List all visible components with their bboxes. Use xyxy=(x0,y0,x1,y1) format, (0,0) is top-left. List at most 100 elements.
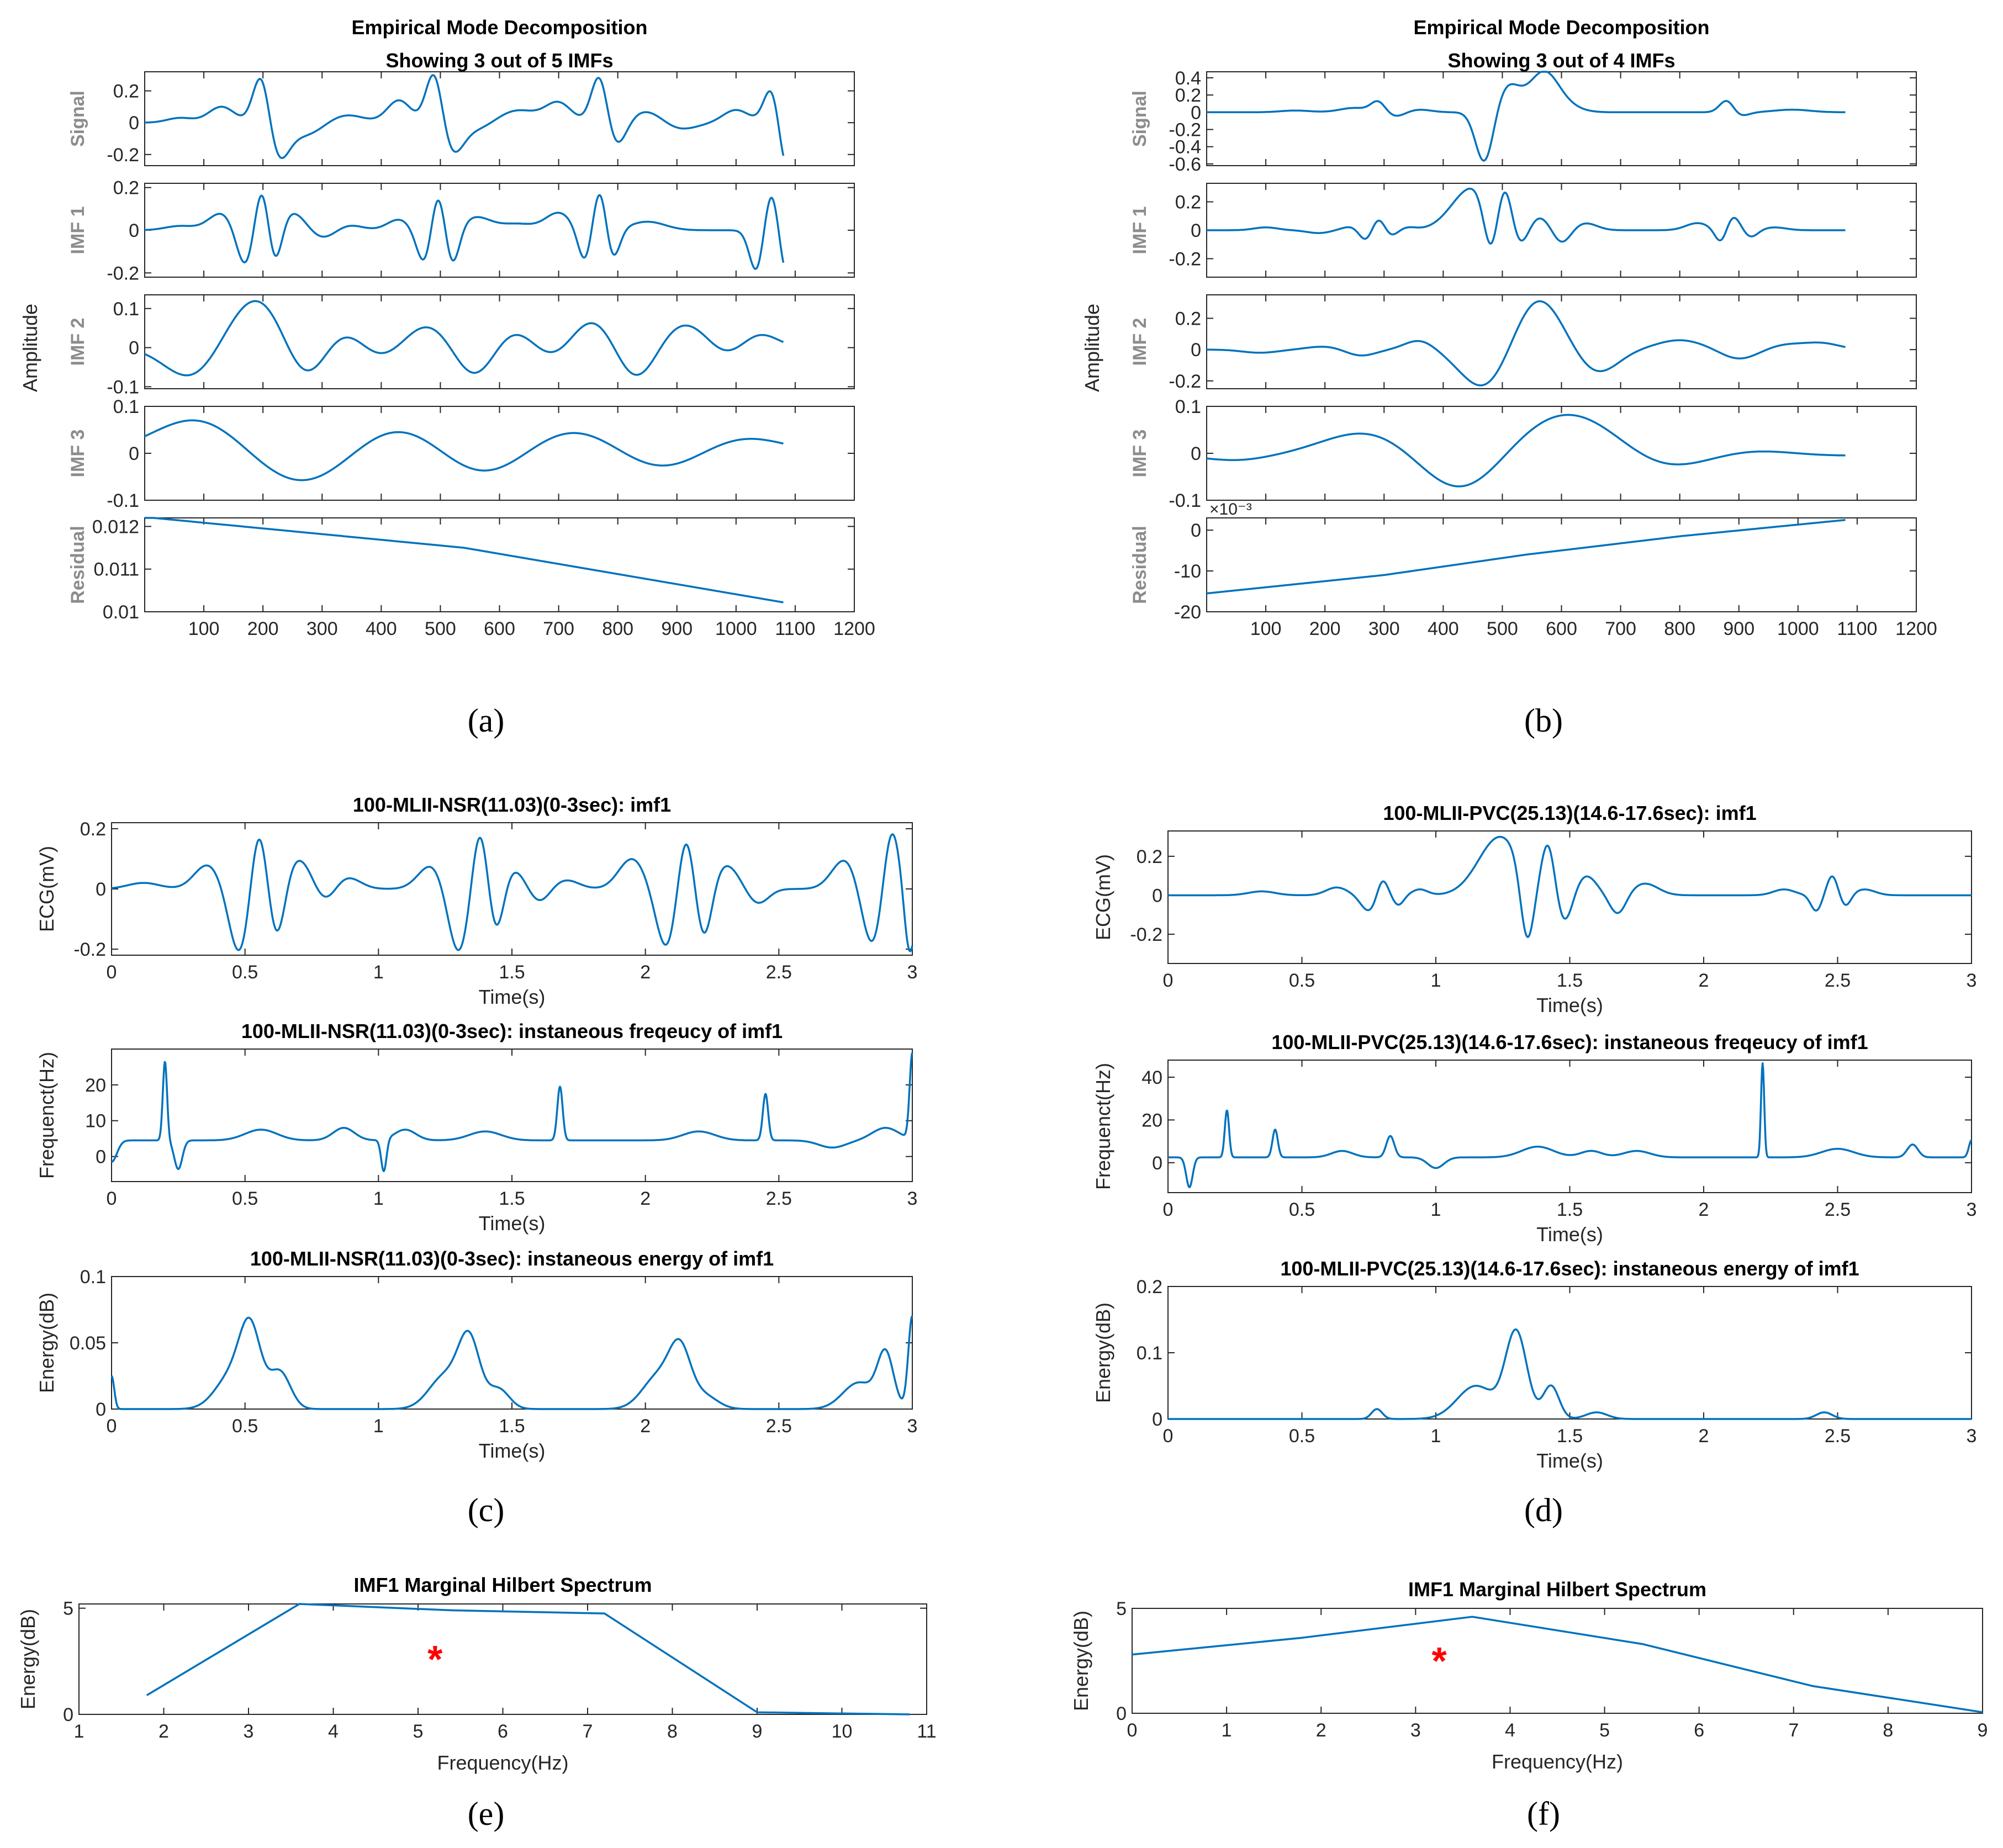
x-tick-label: 300 xyxy=(306,618,338,639)
subplot-title: 100-MLII-NSR(11.03)(0-3sec): imf1 xyxy=(353,793,671,816)
panel-label: Signal xyxy=(1129,91,1150,147)
y-axis-label: Energy(dB) xyxy=(17,1609,39,1709)
series-line xyxy=(1206,187,1846,245)
x-axis-label: Time(s) xyxy=(479,1439,546,1462)
chart-title-line: Showing 3 out of 4 IMFs xyxy=(1448,49,1676,72)
axes-box xyxy=(111,1276,913,1410)
series-line xyxy=(1167,1062,1973,1188)
panel-imf-1: 0.2 0 -0.2 IMF 1 xyxy=(67,178,855,284)
chart-b: Empirical Mode Decomposition Showing 3 ou… xyxy=(1081,16,1937,639)
x-tick-label: 2 xyxy=(1699,970,1709,991)
x-tick-label: 5 xyxy=(413,1721,424,1742)
y-axis-label: Frequenct(Hz) xyxy=(1092,1063,1114,1190)
y-tick-label: 0.012 xyxy=(92,516,139,537)
caption-e: (e) xyxy=(468,1796,505,1832)
y-axis-label: ECG(mV) xyxy=(35,846,58,932)
panel-label: Residual xyxy=(67,526,88,604)
y-tick-label: 0 xyxy=(96,1147,106,1168)
caption-f: (f) xyxy=(1527,1796,1560,1832)
y-tick-label: 40 xyxy=(1141,1067,1162,1088)
series-line xyxy=(144,300,784,377)
x-tick-label: 1 xyxy=(1431,1199,1441,1220)
axes-box xyxy=(144,294,855,389)
y-tick-label: -0.2 xyxy=(1169,249,1201,270)
x-tick-label: 0 xyxy=(107,962,117,983)
y-tick-label: 0.2 xyxy=(1175,309,1201,330)
x-tick-label: 2.5 xyxy=(1825,1426,1851,1447)
y-tick-label: 0.1 xyxy=(80,1267,106,1288)
x-tick-label: 800 xyxy=(1664,618,1695,639)
x-tick-label: 0 xyxy=(1163,1426,1174,1447)
x-tick-label: 1 xyxy=(373,962,384,983)
subplot-3: 100-MLII-NSR(11.03)(0-3sec): instaneous … xyxy=(35,1247,917,1462)
y-tick-label: 20 xyxy=(85,1075,106,1096)
series-line xyxy=(111,833,913,952)
y-tick-label: 0 xyxy=(63,1704,73,1725)
panel-imf-2: 0.1 0 -0.1 IMF 2 xyxy=(67,294,855,398)
y-tick-label: -0.6 xyxy=(1169,154,1201,175)
chart-title: IMF1 Marginal Hilbert Spectrum xyxy=(353,1574,652,1596)
x-tick-label: 3 xyxy=(1967,970,1977,991)
x-tick-label: 700 xyxy=(543,618,574,639)
caption-d: (d) xyxy=(1524,1492,1563,1528)
y-axis-label: Amplitude xyxy=(1081,304,1103,392)
subplot-2: 100-MLII-PVC(25.13)(14.6-17.6sec): insta… xyxy=(1092,1031,1976,1246)
y-tick-label: 0 xyxy=(1152,1409,1162,1430)
x-tick-label: 2 xyxy=(1699,1426,1709,1447)
x-tick-label: 1 xyxy=(1431,970,1441,991)
y-tick-label: 0.1 xyxy=(113,299,139,320)
x-tick-label: 0.5 xyxy=(232,1188,258,1209)
y-tick-label: 0.2 xyxy=(1137,846,1162,867)
y-tick-label: 0 xyxy=(129,220,139,241)
x-axis-label: Time(s) xyxy=(1536,994,1603,1016)
y-tick-label: 0 xyxy=(1191,520,1201,541)
y-tick-label: 0.01 xyxy=(103,602,139,623)
panel-label: Signal xyxy=(67,91,88,147)
x-tick-label: 1000 xyxy=(1777,618,1819,639)
spectrum-line xyxy=(146,1603,910,1715)
panel-imf-3: 0.1 0 -0.1 IMF 3 xyxy=(1129,396,1917,511)
x-tick-label: 1100 xyxy=(775,618,815,639)
subplot-1: 100-MLII-PVC(25.13)(14.6-17.6sec): imf1 0… xyxy=(1092,802,1976,1016)
x-tick-label: 100 xyxy=(1250,618,1282,639)
x-tick-label: 400 xyxy=(366,618,397,639)
series-line xyxy=(144,517,784,603)
y-axis-label: Energy(dB) xyxy=(1092,1302,1114,1403)
series-line xyxy=(1206,414,1846,488)
x-tick-label: 1.5 xyxy=(1557,1199,1583,1220)
x-tick-label: 2.5 xyxy=(766,1188,792,1209)
y-tick-label: 0 xyxy=(1152,1153,1162,1174)
x-tick-label: 2 xyxy=(640,1416,651,1437)
axes-box xyxy=(1167,1060,1972,1193)
x-tick-label: 600 xyxy=(484,618,515,639)
x-tick-label: 0.5 xyxy=(1289,1426,1315,1447)
x-tick-label: 1200 xyxy=(833,618,875,639)
y-tick-label: 5 xyxy=(63,1598,73,1619)
y-tick-label: 0.2 xyxy=(1137,1277,1162,1298)
x-tick-label: 2.5 xyxy=(766,962,792,983)
x-tick-label: 500 xyxy=(1487,618,1518,639)
panel-signal: 0.2 0 -0.2 Signal xyxy=(67,71,855,166)
chart-title-line: Showing 3 out of 5 IMFs xyxy=(386,49,614,72)
y-tick-label: 10 xyxy=(85,1111,106,1132)
x-tick-label: 600 xyxy=(1546,618,1577,639)
x-tick-label: 6 xyxy=(1694,1720,1704,1741)
x-tick-label: 2.5 xyxy=(1825,970,1851,991)
x-tick-label: 200 xyxy=(247,618,279,639)
axes-box xyxy=(144,517,855,612)
y-tick-label: 0 xyxy=(1191,443,1201,464)
chart-a: Empirical Mode Decomposition Showing 3 ou… xyxy=(19,16,875,639)
axes-box xyxy=(1206,294,1917,389)
x-tick-label: 1.5 xyxy=(1557,970,1583,991)
x-tick-label: 0 xyxy=(1163,970,1174,991)
panel-imf-2: 0.2 0 -0.2 IMF 2 xyxy=(1129,294,1917,392)
y-tick-label: -0.2 xyxy=(73,939,106,960)
y-tick-label: 5 xyxy=(1116,1598,1127,1619)
x-tick-label: 0 xyxy=(107,1416,117,1437)
subplot-title: 100-MLII-PVC(25.13)(14.6-17.6sec): insta… xyxy=(1271,1031,1868,1053)
x-tick-label: 500 xyxy=(425,618,456,639)
subplot-1: 100-MLII-NSR(11.03)(0-3sec): imf10.20-0.… xyxy=(35,793,917,1008)
x-tick-label: 3 xyxy=(1410,1720,1421,1741)
x-axis-label: Time(s) xyxy=(1536,1449,1603,1472)
chart-f: IMF1 Marginal Hilbert Spectrum 5 00 1 2 3 4 5 6 7… xyxy=(1070,1578,1988,1773)
